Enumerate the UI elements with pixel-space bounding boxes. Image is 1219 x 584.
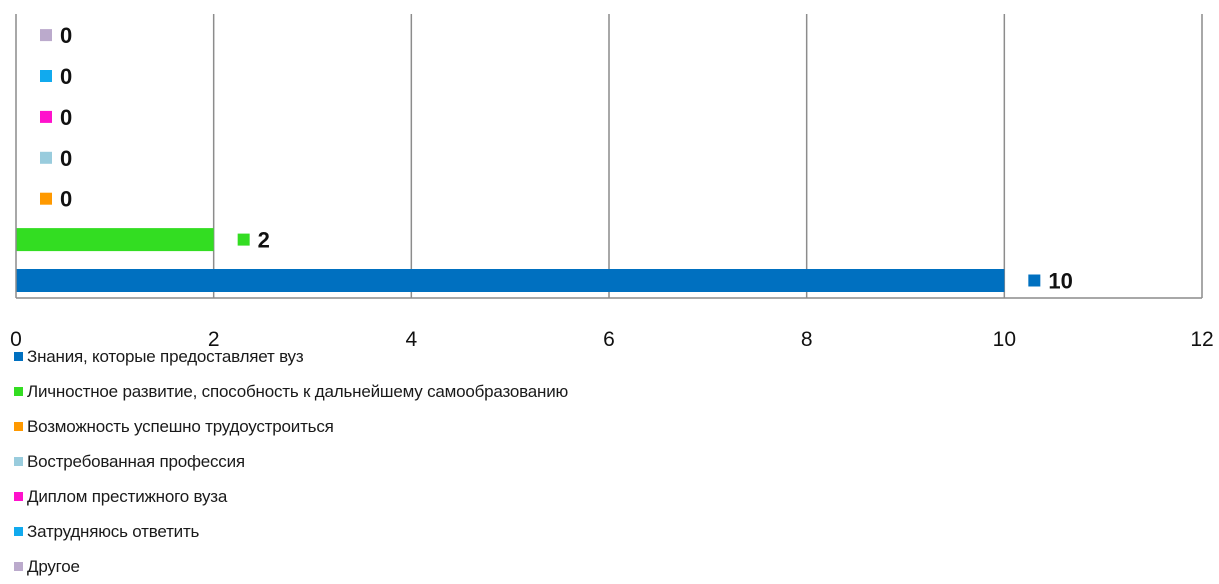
- data-label-value: 10: [1048, 269, 1072, 294]
- data-label: 2: [237, 228, 270, 253]
- legend-item: Знания, которые предоставляет вуз: [14, 339, 568, 374]
- legend-label: Востребованная профессия: [27, 451, 245, 471]
- bar: [16, 269, 1005, 292]
- legend-item: Востребованная профессия: [14, 444, 568, 479]
- x-tick-label: 4: [405, 328, 417, 351]
- legend: Знания, которые предоставляет вуз Личност…: [14, 339, 568, 584]
- legend-swatch: [14, 352, 23, 361]
- data-label-swatch: [40, 192, 52, 205]
- bar: [16, 228, 214, 252]
- legend-swatch: [14, 492, 23, 501]
- x-axis: 0 2 4 6 8 10 12: [10, 14, 1214, 351]
- data-label-swatch: [40, 70, 52, 82]
- data-label-swatch: [40, 110, 52, 123]
- legend-swatch: [14, 527, 23, 536]
- legend-swatch: [14, 422, 23, 431]
- data-label-value: 2: [258, 228, 270, 253]
- data-label-value: 0: [60, 105, 72, 130]
- data-label: 0: [40, 187, 72, 212]
- x-tick-label: 12: [1190, 328, 1213, 351]
- legend-item: Возможность успешно трудоустроиться: [14, 409, 568, 444]
- bars: [16, 228, 1005, 292]
- data-label: 0: [40, 105, 72, 130]
- data-label-value: 0: [60, 64, 72, 89]
- data-label: 0: [40, 64, 72, 89]
- legend-label: Личностное развитие, способность к дальн…: [27, 381, 569, 401]
- legend-swatch: [14, 562, 23, 571]
- legend-item: Другое: [14, 549, 568, 584]
- legend-item: Личностное развитие, способность к дальн…: [14, 374, 568, 409]
- x-tick-label: 0: [10, 328, 22, 351]
- legend-item: Затрудняюсь ответить: [14, 514, 568, 549]
- x-tick-label: 2: [208, 328, 220, 351]
- legend-label: Знания, которые предоставляет вуз: [27, 346, 304, 366]
- data-label-swatch: [1028, 274, 1041, 287]
- legend-item: Диплом престижного вуза: [14, 479, 568, 514]
- gridlines: [212, 14, 1203, 298]
- data-label: 0: [40, 146, 72, 171]
- data-labels: 10 2 0 0 0 0 0: [40, 23, 1073, 294]
- legend-label: Затрудняюсь ответить: [27, 521, 200, 541]
- legend-label: Диплом престижного вуза: [27, 486, 228, 506]
- x-tick-label: 6: [603, 328, 615, 351]
- legend-label: Возможность успешно трудоустроиться: [27, 416, 334, 436]
- data-label-value: 0: [60, 146, 72, 171]
- legend-swatch: [14, 387, 23, 396]
- x-tick-label: 8: [801, 328, 813, 351]
- data-label-swatch: [237, 233, 250, 246]
- data-label-swatch: [40, 151, 52, 164]
- legend-swatch: [14, 457, 23, 466]
- legend-label: Другое: [27, 556, 80, 576]
- data-label-value: 0: [60, 187, 72, 212]
- bar-chart: 0 2 4 6 8 10 12 10 2 0 0 0 0 0: [10, 14, 1214, 351]
- data-label: 10: [1028, 269, 1073, 294]
- data-label: 0: [40, 23, 72, 48]
- x-tick-label: 10: [993, 328, 1016, 351]
- data-label-value: 0: [60, 23, 72, 48]
- data-label-swatch: [40, 29, 52, 42]
